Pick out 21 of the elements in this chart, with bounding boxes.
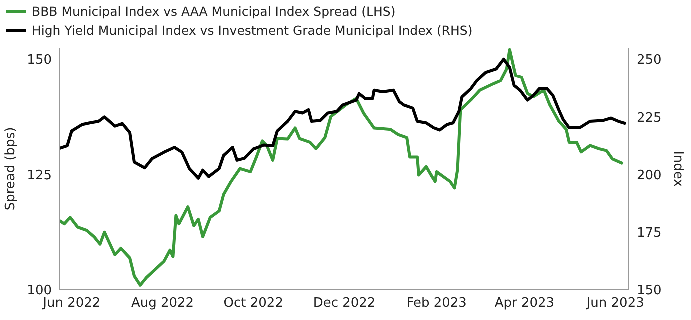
x-tick-label: Jun 2022: [42, 296, 101, 312]
y2-tick-label: 250: [637, 53, 662, 68]
legend-label: High Yield Municipal Index vs Investment Grade Municipal Index (RHS): [32, 23, 473, 38]
y2-tick-label: 225: [637, 110, 662, 126]
y-tick-label: 150: [27, 53, 52, 68]
y-tick-label: 125: [27, 168, 52, 184]
y2-axis-title: Index: [670, 151, 686, 188]
x-tick-label: Aug 2022: [131, 296, 194, 312]
y2-tick-label: 175: [637, 226, 662, 241]
line-series: [60, 58, 628, 180]
x-tick-label: Dec 2022: [313, 296, 376, 312]
x-tick-label: Feb 2023: [406, 296, 467, 312]
x-tick-label: Oct 2022: [224, 296, 284, 312]
legend-label: BBB Municipal Index vs AAA Municipal Index Spread (LHS): [32, 4, 396, 19]
line-series: [60, 48, 625, 287]
x-tick-label: Jun 2023: [586, 296, 644, 312]
x-tick-label: Apr 2023: [494, 296, 555, 312]
y-tick-label: 100: [27, 284, 52, 299]
y-axis-title: Spread (bps): [4, 127, 19, 211]
y2-tick-label: 200: [637, 168, 662, 184]
y2-tick-label: 150: [637, 284, 662, 299]
